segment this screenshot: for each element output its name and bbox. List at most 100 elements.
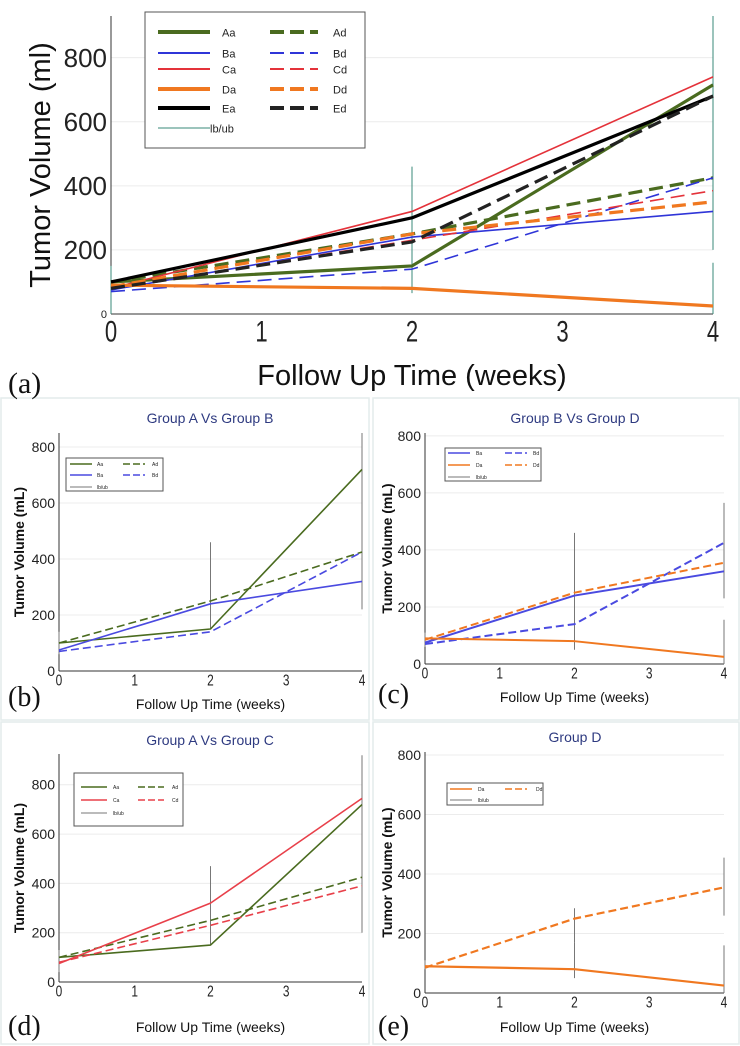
panel-label: (c) [378,679,409,710]
series-line-Dd [424,886,725,969]
y-tick-label: 600 [32,495,56,511]
x-tick-label: 1 [131,982,138,1000]
x-axis-label: Follow Up Time (weeks) [500,1019,649,1035]
legend-label: Ad [152,462,158,468]
legend-label: Da [476,463,483,469]
x-tick-label: 0 [422,993,429,1011]
series-line-Ea [110,94,714,284]
y-tick-label: 200 [64,235,107,265]
x-tick-label: 3 [283,982,290,1000]
legend-label: Bd [533,451,539,457]
y-tick-label: 600 [32,826,56,842]
y-tick-label: 400 [64,171,107,201]
series-line-Ca [110,76,714,290]
legend-label: lb/ub [210,123,234,135]
chart-panel-a: 0 1 2 3 4 0 200 400 600 800 Follow Up Time (weeks)… [8,11,719,400]
x-tick-label: 3 [646,993,653,1011]
y-tick-label: 800 [64,43,107,73]
x-axis-label: Follow Up Time (weeks) [136,1019,285,1035]
y-axis-label: Tumor Volume (mL) [379,807,395,937]
y-tick-label: 400 [398,542,422,558]
legend-label: Da [478,787,485,793]
legend-label: lb/ub [113,811,124,817]
chart-title: Group A Vs Group B [147,410,274,426]
legend-label: Cd [333,64,347,76]
legend-label: Ba [97,473,103,479]
legend: Aa Ad Ba Bd Ca Cd Da Dd Ea Ed lb/ub [144,11,366,149]
y-tick-label: 0 [413,985,421,1001]
y-tick-label: 200 [32,607,56,623]
y-tick-label: 600 [398,485,422,501]
legend-label: Ad [172,785,178,791]
series-line-Ba [424,570,725,644]
panel-label: (b) [8,682,41,713]
legend-label: Bd [152,473,158,479]
y-tick-label: 400 [398,866,422,882]
legend-box [446,782,544,806]
y-tick-label: 800 [32,777,56,793]
x-tick-label: 1 [131,671,138,689]
legend: Ba Bd Da Dd lb/ub [444,447,542,482]
series-line-Bd [424,541,725,646]
legend-label: Ea [222,103,236,115]
x-tick-label: 0 [56,671,63,689]
panel-border [372,721,740,1045]
x-axis-label: Follow Up Time (weeks) [500,689,649,705]
y-axis-label: Tumor Volume (mL) [11,487,27,617]
legend-box [144,11,366,149]
y-axis-label: Tumor Volume (mL) [11,803,27,933]
series-line-Ba [58,580,363,651]
series-line-Da [110,283,714,308]
y-tick-label: 800 [398,428,422,444]
chart-panel-b: 0 1 2 3 4 0 200 400 600 800 Follow Up Time (weeks)… [8,410,365,713]
legend-label: Ba [476,451,482,457]
legend-label: lb/ub [476,475,487,481]
panel-border [0,397,370,721]
y-tick-label: 0 [47,974,55,990]
x-tick-label: 4 [721,993,728,1011]
panel-label: (a) [8,367,41,400]
y-tick-label: 600 [398,806,422,822]
legend-label: Aa [97,462,103,468]
legend-label: Dd [333,84,347,96]
x-tick-label: 2 [207,982,214,1000]
y-tick-label: 200 [398,599,422,615]
x-tick-label: 2 [406,314,418,348]
series-line-Da [424,637,725,658]
legend-label: lb/ub [478,798,489,804]
y-tick-label: 0 [47,663,55,679]
legend-label: lb/ub [97,485,108,491]
x-tick-label: 1 [496,664,503,682]
x-tick-label: 2 [571,993,578,1011]
legend-label: Ca [113,798,120,804]
legend-label: Cd [172,798,179,804]
x-axis-label: Follow Up Time (weeks) [136,696,285,712]
chart-title: Group D [549,729,602,745]
legend-label: Dd [533,463,540,469]
y-tick-label: 200 [398,925,422,941]
x-tick-label: 3 [283,671,290,689]
series-line-Ad [58,876,363,959]
panel-border [0,721,370,1045]
y-axis-label: Tumor Volume (ml) [25,42,57,287]
legend: Aa Ad Ca Cd lb/ub [73,772,184,827]
x-axis-label: Follow Up Time (weeks) [257,360,566,392]
y-tick-label: 0 [101,309,107,321]
x-tick-label: 4 [359,671,366,689]
series-line-Aa [58,803,363,959]
panel-border [372,397,740,721]
legend: Aa Ad Ba Bd lb/ub [65,457,164,492]
series-line-Ad [58,551,363,644]
series-line-Ed [110,94,714,290]
chart-panel-e: 0 1 2 3 4 0 200 400 600 800 Follow Up Time (weeks)… [378,729,727,1042]
x-tick-label: 0 [422,664,429,682]
legend-label: Da [222,84,237,96]
legend-label: Ad [333,27,346,39]
series-line-Ba [110,210,714,291]
legend: Da Dd lb/ub [446,782,544,806]
chart-panel-d: 0 1 2 3 4 0 200 400 600 800 Follow Up Time (weeks)… [8,732,365,1042]
y-tick-label: 400 [32,875,56,891]
x-tick-label: 4 [707,314,719,348]
legend-label: Ed [333,103,346,115]
legend-label: Bd [333,48,346,60]
